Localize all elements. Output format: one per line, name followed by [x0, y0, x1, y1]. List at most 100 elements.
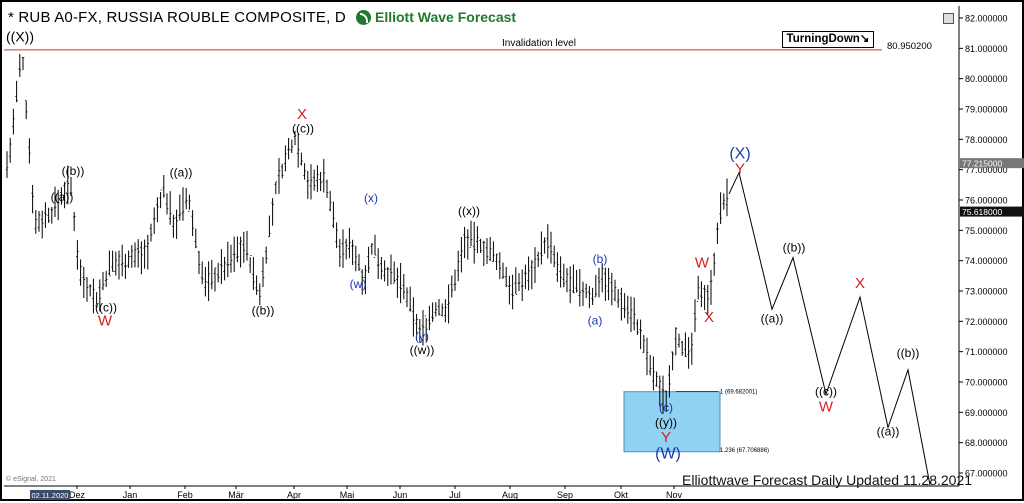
chart-settings-icon[interactable] — [943, 13, 954, 24]
data-provider: © eSignal, 2021 — [6, 476, 56, 483]
ohlc-bar — [348, 227, 351, 259]
ohlc-bar — [575, 269, 578, 293]
ohlc-bar — [655, 371, 658, 387]
ohlc-bar — [255, 275, 258, 295]
ohlc-bar — [296, 134, 300, 168]
ohlc-bar — [280, 163, 284, 179]
ohlc-bar — [488, 237, 492, 262]
ohlc-bar — [15, 80, 18, 103]
ohlc-bar — [136, 239, 140, 268]
ohlc-bar — [53, 186, 57, 218]
date-tag-bg — [30, 490, 70, 500]
ohlc-bar — [546, 224, 550, 259]
ohlc-bar — [72, 211, 76, 232]
price-axis-label: 69.000000 — [965, 408, 1008, 418]
ohlc-bar — [383, 260, 386, 282]
ohlc-bar — [543, 237, 546, 254]
wave-label: ((a)) — [51, 190, 74, 204]
ohlc-bar — [69, 177, 73, 196]
ohlc-bar — [76, 240, 79, 270]
ohlc-bar — [469, 220, 473, 249]
ohlc-bar — [652, 356, 655, 391]
ohlc-bar — [495, 253, 498, 270]
ohlc-bar — [466, 229, 470, 260]
ohlc-bar — [696, 275, 700, 302]
ohlc-bar — [639, 319, 642, 350]
ohlc-bar — [536, 251, 540, 267]
ohlc-bar — [668, 365, 671, 398]
ohlc-bar — [376, 248, 380, 279]
ohlc-bar — [114, 251, 118, 276]
ohlc-bar — [325, 179, 329, 198]
ohlc-bar — [645, 337, 649, 376]
ohlc-bar — [594, 274, 598, 298]
ohlc-bar — [216, 262, 220, 283]
ohlc-bar — [520, 269, 524, 302]
ohlc-bar — [149, 223, 153, 242]
wave-label: ((y)) — [655, 416, 677, 430]
turning-down-badge: TurningDown↘ — [782, 31, 874, 48]
ohlc-bar — [293, 130, 297, 146]
ohlc-bar — [408, 286, 412, 312]
wave-label: Y — [661, 429, 671, 446]
ohlc-bar — [175, 209, 178, 239]
ohlc-bar — [591, 287, 594, 305]
ohlc-bar — [127, 250, 130, 268]
ohlc-bar — [287, 137, 290, 160]
ohlc-bar — [63, 181, 66, 209]
ohlc-bar — [540, 231, 543, 265]
ohlc-bar — [95, 292, 98, 308]
time-axis-label: Nov — [666, 490, 683, 500]
price-axis-label: 79.000000 — [965, 105, 1008, 115]
price-tag-bg — [960, 158, 1024, 169]
ohlc-bar — [584, 283, 588, 299]
ohlc-bar — [344, 238, 348, 260]
ohlc-bar — [60, 187, 63, 205]
ohlc-bar — [156, 197, 159, 223]
ohlc-bar — [463, 226, 466, 259]
ohlc-bar — [197, 250, 201, 275]
wave-label: ((w)) — [410, 343, 435, 357]
ohlc-bar — [242, 231, 246, 263]
ohlc-bar — [424, 315, 428, 342]
wave-label: W — [695, 255, 710, 272]
ohlc-bar — [232, 236, 236, 272]
ohlc-bar — [472, 221, 476, 264]
wave-label: (x) — [364, 191, 378, 205]
price-axis-label: 77.000000 — [965, 165, 1008, 175]
time-axis-label: Mär — [228, 490, 244, 500]
time-axis-label: Apr — [287, 490, 301, 500]
price-axis-label: 81.000000 — [965, 44, 1008, 54]
ohlc-bar — [24, 99, 28, 120]
ohlc-bar — [578, 269, 582, 307]
ohlc-bar — [117, 250, 121, 280]
ohlc-bar — [351, 239, 354, 265]
ohlc-bar — [66, 165, 70, 205]
ohlc-bar — [405, 287, 409, 308]
ohlc-bar — [178, 194, 182, 221]
ohlc-bar — [568, 266, 572, 304]
ohlc-bar — [450, 275, 454, 298]
brand-name: Elliott Wave Forecast — [375, 9, 517, 25]
ohlc-bar — [47, 207, 50, 223]
ohlc-bar — [367, 246, 370, 273]
ohlc-bar — [600, 263, 604, 293]
wave-label: ((b)) — [783, 241, 806, 255]
ohlc-bar — [511, 274, 514, 310]
turning-down-arrow-icon: ↘ — [859, 33, 870, 45]
ohlc-bar — [274, 181, 278, 195]
ohlc-bar — [514, 267, 518, 295]
ohlc-bar — [300, 152, 303, 166]
price-axis-label: 78.000000 — [965, 135, 1008, 145]
time-axis-label: Feb — [177, 490, 193, 500]
ohlc-bar — [508, 275, 511, 305]
ohlc-bar — [709, 269, 713, 305]
wave-label: (X) — [729, 145, 750, 162]
ohlc-bar — [690, 332, 694, 365]
ohlc-bar — [236, 236, 239, 263]
ohlc-bar — [418, 319, 422, 343]
ohlc-bar — [476, 226, 479, 254]
time-axis-label: Dez — [69, 490, 86, 500]
